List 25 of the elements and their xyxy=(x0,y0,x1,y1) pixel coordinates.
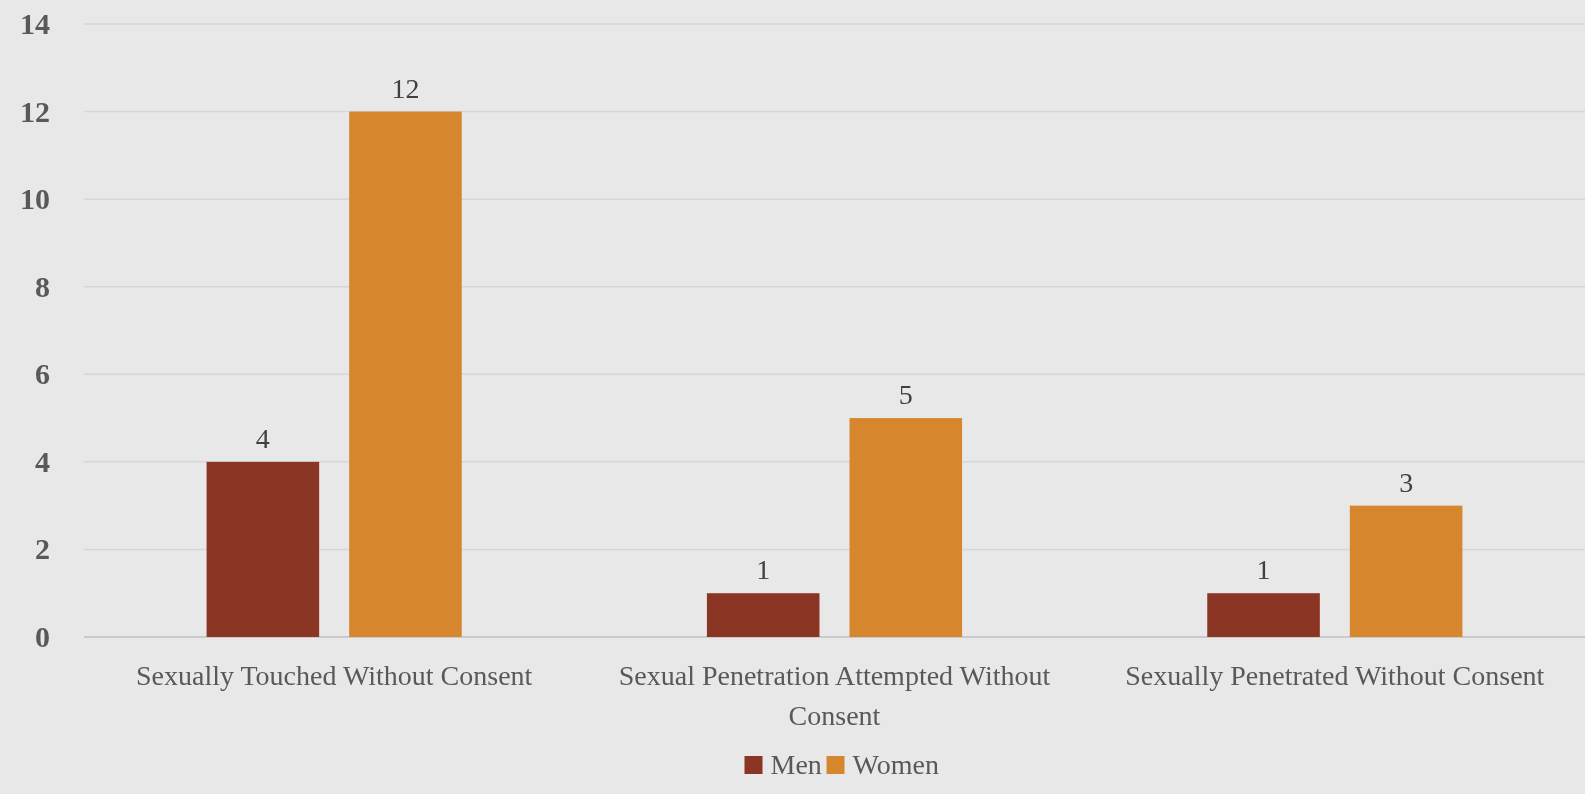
y-tick-label: 8 xyxy=(35,269,50,303)
x-tick-label: Sexually Penetrated Without Consent xyxy=(1125,660,1545,691)
bar xyxy=(1207,593,1320,637)
y-tick-label: 0 xyxy=(35,620,50,653)
data-label: 1 xyxy=(1256,554,1271,586)
y-tick-label: 10 xyxy=(20,182,50,216)
data-label: 12 xyxy=(391,72,420,104)
legend-label: Women xyxy=(852,749,939,780)
y-tick-label: 6 xyxy=(35,357,50,391)
bar xyxy=(206,461,320,637)
bar xyxy=(349,111,462,637)
x-tick-label: Sexually Touched Without Consent xyxy=(135,660,533,691)
data-label: 1 xyxy=(756,554,771,586)
bar xyxy=(1349,505,1463,637)
bar xyxy=(849,418,963,637)
bar xyxy=(706,593,820,637)
y-tick-label: 2 xyxy=(35,532,50,566)
data-label: 5 xyxy=(898,379,913,411)
y-tick-label: 4 xyxy=(35,444,50,478)
x-tick-label: Sexual Penetration Attempted Without Consent xyxy=(618,660,1051,731)
legend-label: Men xyxy=(770,749,822,780)
data-label: 3 xyxy=(1399,466,1414,498)
y-tick-label: 14 xyxy=(20,7,50,40)
data-label: 4 xyxy=(255,422,270,454)
y-tick-label: 12 xyxy=(20,94,50,128)
